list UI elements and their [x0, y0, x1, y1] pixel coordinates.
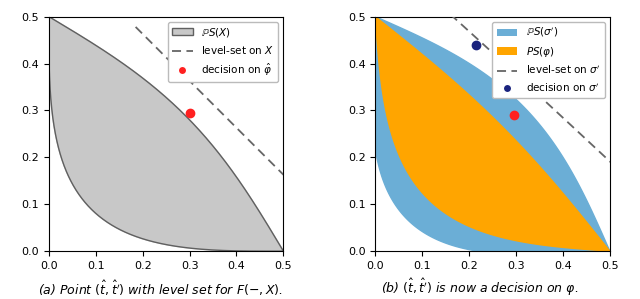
Text: (b) $(\hat{t},\hat{t}^{\prime})$ is now a decision on $\varphi$.: (b) $(\hat{t},\hat{t}^{\prime})$ is now … [381, 277, 579, 298]
Polygon shape [49, 17, 284, 251]
Legend: $\mathbb{P}S(X)$, level-set on $X$, decision on $\hat{\varphi}$: $\mathbb{P}S(X)$, level-set on $X$, deci… [168, 22, 278, 82]
Polygon shape [372, 17, 610, 255]
Text: (a) Point $(\hat{t},\hat{t}^{\prime})$ with level set for F$(-, X)$.: (a) Point $(\hat{t},\hat{t}^{\prime})$ w… [38, 278, 282, 298]
Legend: $\mathbb{P}S(\sigma')$, $PS(\varphi)$, level-set on $\sigma'$, decision on $\sig: $\mathbb{P}S(\sigma')$, $PS(\varphi)$, l… [492, 22, 605, 98]
Polygon shape [375, 17, 610, 251]
